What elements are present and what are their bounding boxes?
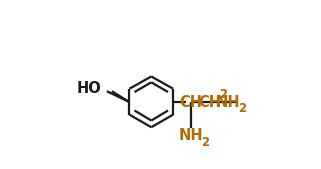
Text: 2: 2 bbox=[220, 88, 228, 101]
Text: 2: 2 bbox=[239, 102, 247, 115]
Text: 2: 2 bbox=[201, 136, 209, 149]
Text: NH: NH bbox=[216, 95, 241, 110]
Text: CH: CH bbox=[198, 95, 221, 110]
Text: HO: HO bbox=[76, 81, 101, 96]
Text: CH: CH bbox=[179, 95, 203, 110]
Text: NH: NH bbox=[179, 128, 203, 143]
